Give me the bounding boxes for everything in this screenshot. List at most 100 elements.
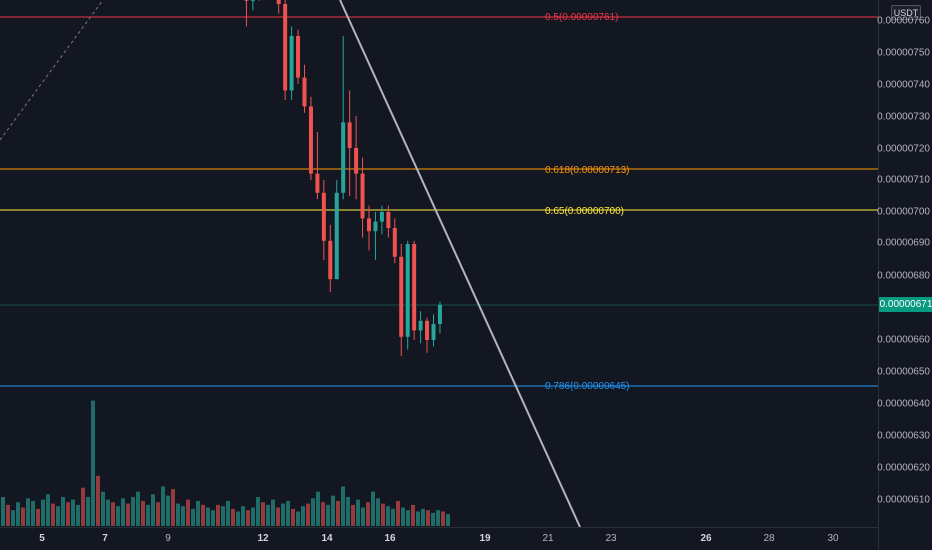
candle-body bbox=[289, 36, 294, 91]
candlesticks[interactable] bbox=[238, 0, 442, 356]
candle[interactable] bbox=[308, 96, 313, 180]
candle[interactable] bbox=[250, 0, 255, 11]
volume-bar bbox=[291, 508, 295, 526]
volume-bar bbox=[406, 510, 410, 526]
volume-bar bbox=[226, 500, 230, 526]
candle[interactable] bbox=[289, 26, 294, 100]
volume-bar bbox=[301, 506, 305, 526]
time-tick-label: 21 bbox=[542, 533, 554, 544]
candle[interactable] bbox=[367, 205, 371, 251]
volume-bar bbox=[116, 506, 120, 526]
volume-bar bbox=[36, 508, 40, 526]
time-tick-label: 26 bbox=[700, 533, 712, 544]
plot-area[interactable]: 0.5(0.00000761) 0.618(0.00000713) 0.65(0… bbox=[0, 0, 878, 527]
volume-bar bbox=[171, 489, 175, 526]
candle-body bbox=[360, 173, 365, 219]
volume-bar bbox=[331, 495, 335, 526]
candle[interactable] bbox=[399, 244, 404, 356]
candle-body bbox=[321, 192, 326, 241]
fib-label-0.786: 0.786(0.00000645) bbox=[545, 381, 630, 392]
volume-bar bbox=[211, 510, 215, 526]
volume-bar bbox=[261, 502, 265, 526]
volume-bar bbox=[321, 502, 325, 526]
candle[interactable] bbox=[283, 0, 288, 100]
volume-bar bbox=[6, 504, 10, 526]
candle[interactable] bbox=[347, 90, 352, 196]
volume-bar bbox=[186, 499, 190, 526]
price-tick-label: 0.00000730 bbox=[877, 111, 930, 123]
volume-bar bbox=[241, 506, 245, 526]
volume-bar bbox=[376, 498, 380, 526]
candle-body bbox=[328, 240, 333, 280]
fib-label-0.618: 0.618(0.00000713) bbox=[545, 165, 630, 176]
time-tick-label: 28 bbox=[763, 533, 775, 544]
price-tick-label: 0.00000650 bbox=[877, 366, 930, 378]
candle-body bbox=[412, 244, 417, 331]
candle[interactable] bbox=[244, 0, 249, 27]
candle-body bbox=[386, 212, 391, 228]
volume-bar bbox=[146, 504, 150, 526]
price-tick-label: 0.00000620 bbox=[877, 462, 930, 474]
volume-bar bbox=[356, 499, 360, 526]
volume-bar bbox=[266, 504, 270, 526]
price-tick-label: 0.00000630 bbox=[877, 430, 930, 442]
candle[interactable] bbox=[360, 157, 365, 238]
candle[interactable] bbox=[334, 180, 339, 280]
descending-trendline[interactable] bbox=[339, 0, 581, 527]
time-tick-label: 23 bbox=[605, 533, 617, 544]
volume-bar bbox=[176, 503, 180, 526]
candle[interactable] bbox=[405, 240, 410, 350]
volume-bar bbox=[336, 500, 340, 526]
candle[interactable] bbox=[328, 224, 333, 292]
dashed-trendline[interactable] bbox=[0, 0, 104, 141]
candle-body bbox=[431, 324, 436, 340]
currency-label[interactable]: USDT bbox=[891, 5, 921, 20]
volume-bar bbox=[316, 491, 320, 526]
candle[interactable] bbox=[302, 64, 307, 113]
candle-body bbox=[334, 192, 339, 280]
volume-bar bbox=[341, 486, 345, 526]
fib-label-0.5: 0.5(0.00000761) bbox=[545, 12, 618, 23]
candle[interactable] bbox=[418, 311, 423, 344]
candle[interactable] bbox=[276, 0, 281, 14]
fibonacci-retracement[interactable]: 0.5(0.00000761) 0.618(0.00000713) 0.65(0… bbox=[0, 12, 878, 392]
time-tick-label: 16 bbox=[384, 533, 396, 544]
volume-bar bbox=[311, 498, 315, 526]
price-axis[interactable]: USDT 0.00000760 0.00000750 0.00000740 0.000… bbox=[877, 0, 932, 550]
candle[interactable] bbox=[425, 317, 430, 353]
candle[interactable] bbox=[354, 116, 359, 200]
volume-bar bbox=[371, 491, 375, 526]
volume-bar bbox=[81, 487, 85, 526]
time-axis[interactable]: 5 7 9 12 14 16 19 21 23 26 28 30 bbox=[0, 527, 878, 550]
candle[interactable] bbox=[379, 205, 384, 235]
candle[interactable] bbox=[296, 29, 301, 84]
volume-bar bbox=[281, 503, 285, 526]
price-tick-label: 0.00000700 bbox=[877, 206, 930, 218]
volume-bar bbox=[296, 511, 300, 526]
volume-bar bbox=[221, 506, 225, 526]
price-tick-label: 0.00000710 bbox=[877, 174, 930, 186]
candle[interactable] bbox=[257, 0, 261, 1]
candle[interactable] bbox=[437, 301, 442, 334]
candle[interactable] bbox=[392, 218, 397, 264]
time-tick-label: 12 bbox=[257, 533, 269, 544]
time-tick-label: 9 bbox=[165, 533, 171, 544]
candle[interactable] bbox=[373, 212, 378, 260]
volume-bar bbox=[181, 506, 185, 526]
price-chart-svg[interactable]: 0.5(0.00000761) 0.618(0.00000713) 0.65(0… bbox=[0, 0, 878, 527]
volume-bar bbox=[351, 504, 355, 526]
candle[interactable] bbox=[341, 36, 346, 200]
volume-bar bbox=[46, 494, 50, 526]
volume-bar bbox=[231, 508, 235, 526]
candle[interactable] bbox=[386, 205, 391, 238]
candle[interactable] bbox=[315, 132, 320, 200]
volume-bar bbox=[61, 496, 65, 526]
volume-bar bbox=[131, 496, 135, 526]
candle[interactable] bbox=[431, 314, 436, 347]
volume-bar bbox=[426, 510, 430, 526]
candle[interactable] bbox=[321, 180, 326, 260]
price-tick-label: 0.00000690 bbox=[877, 237, 930, 249]
volume-bar bbox=[196, 500, 200, 526]
candle[interactable] bbox=[412, 240, 417, 340]
